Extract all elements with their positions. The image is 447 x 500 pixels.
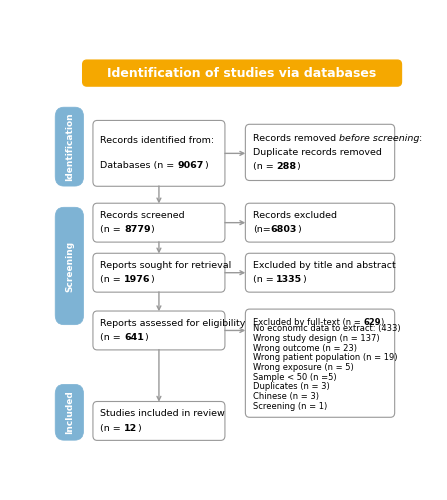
Text: 1335: 1335 (276, 276, 303, 284)
Text: 288: 288 (276, 162, 296, 171)
Text: Excluded by title and abstract: Excluded by title and abstract (253, 261, 396, 270)
Text: (n=: (n= (253, 226, 270, 234)
Text: Duplicates (n = 3): Duplicates (n = 3) (253, 382, 329, 392)
Text: Screening: Screening (65, 240, 74, 292)
Text: 9067: 9067 (177, 161, 204, 170)
Text: 641: 641 (124, 333, 144, 342)
Text: ): ) (380, 318, 384, 326)
FancyBboxPatch shape (245, 203, 395, 242)
FancyBboxPatch shape (93, 120, 225, 186)
Text: Screening (n = 1): Screening (n = 1) (253, 402, 327, 411)
Text: 12: 12 (124, 424, 137, 432)
FancyBboxPatch shape (245, 254, 395, 292)
Text: Databases (n =: Databases (n = (100, 161, 177, 170)
Text: (n =: (n = (100, 276, 124, 284)
Text: Excluded by full-text (n =: Excluded by full-text (n = (253, 318, 363, 326)
Text: Duplicate records removed: Duplicate records removed (253, 148, 382, 157)
FancyBboxPatch shape (55, 208, 84, 324)
FancyBboxPatch shape (93, 402, 225, 440)
Text: Records screened: Records screened (100, 211, 185, 220)
Text: Chinese (n = 3): Chinese (n = 3) (253, 392, 319, 401)
Text: ): ) (137, 424, 141, 432)
Text: 1976: 1976 (124, 276, 151, 284)
Text: Identification of studies via databases: Identification of studies via databases (107, 66, 377, 80)
Text: Wrong patient population (n = 19): Wrong patient population (n = 19) (253, 353, 397, 362)
Text: (n =: (n = (253, 162, 276, 171)
FancyBboxPatch shape (245, 309, 395, 418)
Text: Records removed: Records removed (253, 134, 339, 143)
Text: Wrong exposure (n = 5): Wrong exposure (n = 5) (253, 363, 354, 372)
Text: 6803: 6803 (270, 226, 297, 234)
FancyBboxPatch shape (93, 254, 225, 292)
Text: ): ) (297, 226, 300, 234)
Text: Identification: Identification (65, 112, 74, 181)
Text: (n =: (n = (253, 276, 276, 284)
Text: ): ) (144, 333, 148, 342)
Text: (n =: (n = (100, 226, 124, 234)
FancyBboxPatch shape (245, 124, 395, 180)
Text: 8779: 8779 (124, 226, 151, 234)
Text: ): ) (151, 226, 154, 234)
Text: ): ) (303, 276, 306, 284)
Text: Wrong study design (n = 137): Wrong study design (n = 137) (253, 334, 379, 343)
Text: before screening: before screening (339, 134, 419, 143)
Text: Reports sought for retrieval: Reports sought for retrieval (100, 261, 232, 270)
Text: Studies included in review: Studies included in review (100, 409, 225, 418)
Text: Wrong outcome (n = 23): Wrong outcome (n = 23) (253, 344, 357, 352)
FancyBboxPatch shape (55, 107, 84, 186)
Text: Records excluded: Records excluded (253, 211, 337, 220)
Text: Sample < 50 (n =5): Sample < 50 (n =5) (253, 372, 336, 382)
Text: ): ) (296, 162, 300, 171)
FancyBboxPatch shape (55, 384, 84, 440)
Text: Records identified from:: Records identified from: (100, 136, 215, 144)
FancyBboxPatch shape (93, 203, 225, 242)
Text: (n =: (n = (100, 333, 124, 342)
FancyBboxPatch shape (93, 311, 225, 350)
Text: (n =: (n = (100, 424, 124, 432)
Text: Reports assessed for eligibility: Reports assessed for eligibility (100, 319, 245, 328)
Text: ): ) (204, 161, 207, 170)
Text: :: : (419, 134, 422, 143)
Text: ): ) (151, 276, 154, 284)
FancyBboxPatch shape (83, 60, 401, 86)
Text: Included: Included (65, 390, 74, 434)
Text: 629: 629 (363, 318, 380, 326)
Text: No economic data to extract: (433): No economic data to extract: (433) (253, 324, 400, 333)
